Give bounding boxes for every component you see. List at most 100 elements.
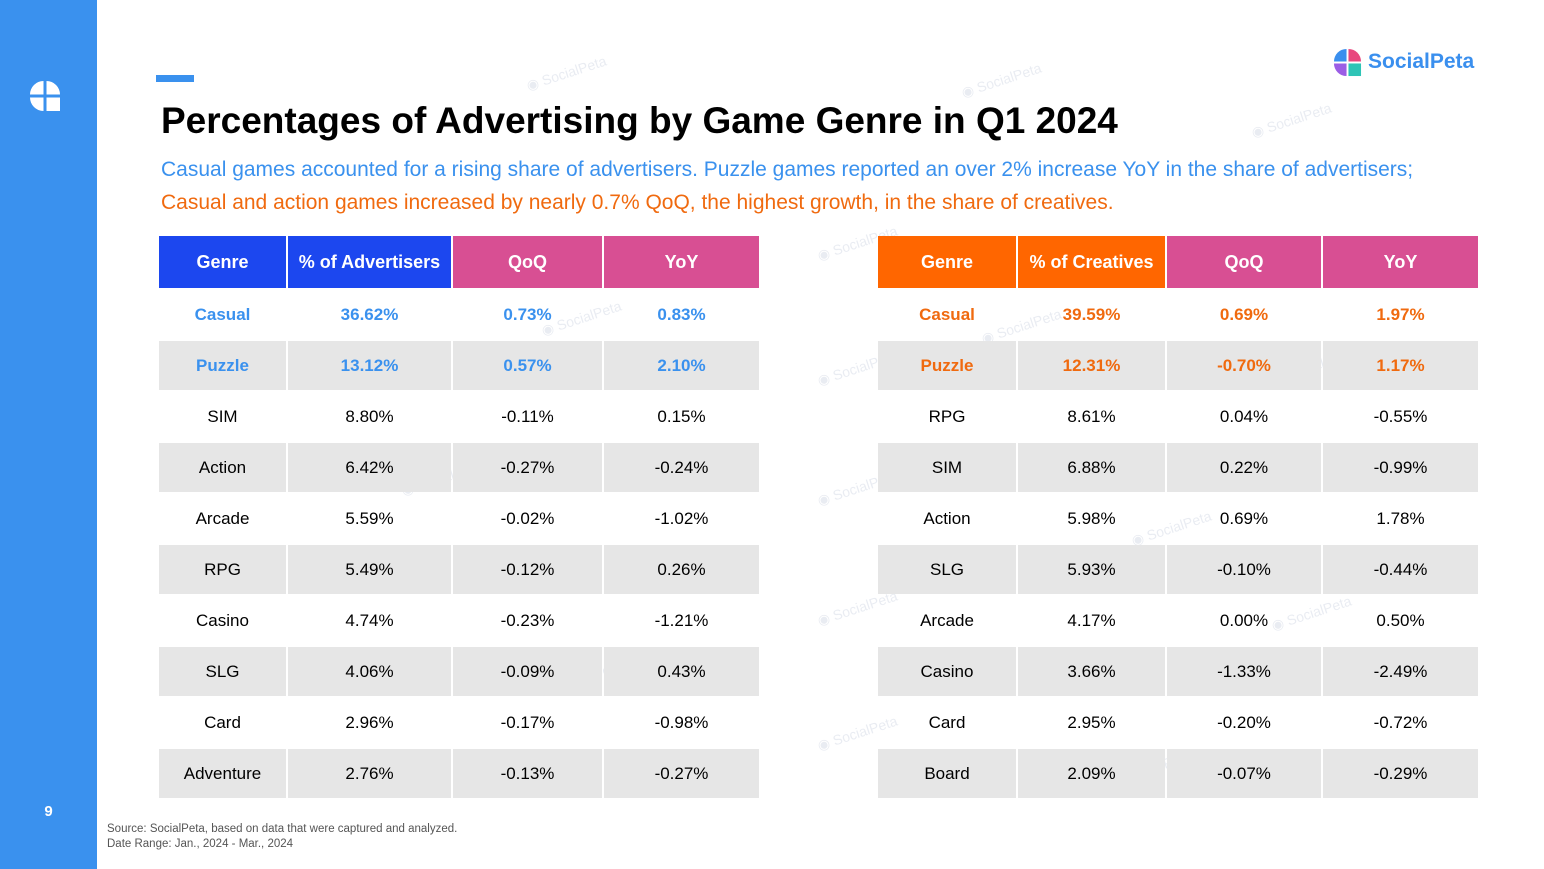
- watermark-icon: ◉ SocialPeta: [524, 52, 609, 94]
- qoq-cell: 0.69%: [1219, 508, 1269, 528]
- qoq-cell: -0.12%: [453, 545, 602, 594]
- advertisers-table: Genre % of Advertisers QoQ YoY Casual 36…: [157, 234, 761, 800]
- qoq-cell: -0.13%: [453, 749, 602, 798]
- share-cell: 5.93%: [1018, 545, 1165, 594]
- title-accent-bar: [156, 75, 194, 82]
- yoy-cell: 0.43%: [604, 647, 759, 696]
- genre-cell: Arcade: [920, 610, 974, 630]
- share-cell: 4.17%: [1067, 610, 1116, 630]
- genre-cell: Board: [878, 749, 1016, 798]
- qoq-cell: 0.22%: [1167, 443, 1321, 492]
- source-line: Source: SocialPeta, based on data that w…: [107, 823, 458, 835]
- yoy-cell: -0.72%: [1373, 712, 1428, 732]
- share-cell: 2.76%: [288, 749, 451, 798]
- creatives-table: Genre % of Creatives QoQ YoY Casual 39.5…: [876, 234, 1480, 800]
- column-header: % of Advertisers: [288, 236, 451, 288]
- genre-cell: Action: [159, 443, 286, 492]
- qoq-cell: -0.17%: [500, 712, 555, 732]
- table-row: Board 2.09% -0.07% -0.29%: [878, 749, 1478, 798]
- yoy-cell: -0.98%: [654, 712, 709, 732]
- share-cell: 2.96%: [345, 712, 394, 732]
- table-row: Arcade 5.59% -0.02% -1.02%: [159, 494, 759, 543]
- table-row: SLG 4.06% -0.09% 0.43%: [159, 647, 759, 696]
- qoq-cell: 0.04%: [1219, 406, 1269, 426]
- column-header: QoQ: [1167, 236, 1321, 288]
- yoy-cell: 1.78%: [1376, 508, 1425, 528]
- watermark-icon: ◉ SocialPeta: [959, 59, 1044, 101]
- table-row: Action 5.98% 0.69% 1.78%: [878, 494, 1478, 543]
- column-header: YoY: [1323, 236, 1478, 288]
- share-cell: 3.66%: [1018, 647, 1165, 696]
- yoy-cell: -0.29%: [1323, 749, 1478, 798]
- logo-icon: [30, 81, 60, 111]
- genre-cell: Arcade: [195, 508, 250, 528]
- table-row: Casual 39.59% 0.69% 1.97%: [878, 290, 1478, 339]
- yoy-cell: -1.02%: [654, 508, 709, 528]
- genre-cell: Casual: [194, 304, 251, 324]
- watermark-icon: ◉ SocialPeta: [1249, 99, 1334, 141]
- yoy-cell: -1.21%: [654, 610, 709, 630]
- genre-cell: Casual: [919, 304, 975, 324]
- brand-name: SocialPeta: [1368, 50, 1475, 73]
- page-number: 9: [44, 803, 53, 820]
- share-cell: 13.12%: [288, 341, 451, 390]
- genre-cell: Casino: [878, 647, 1016, 696]
- genre-cell: Adventure: [159, 749, 286, 798]
- share-cell: 5.59%: [345, 508, 394, 528]
- qoq-cell: 0.57%: [453, 341, 602, 390]
- yoy-cell: 1.97%: [1376, 304, 1425, 324]
- yoy-cell: -0.24%: [604, 443, 759, 492]
- yoy-cell: 0.26%: [604, 545, 759, 594]
- yoy-cell: -0.27%: [604, 749, 759, 798]
- page-title: Percentages of Advertising by Game Genre…: [161, 100, 1118, 141]
- table-row: Card 2.96% -0.17% -0.98%: [159, 698, 759, 747]
- table-row: SLG 5.93% -0.10% -0.44%: [878, 545, 1478, 594]
- table-header-row: Genre % of Advertisers QoQ YoY: [159, 236, 759, 288]
- qoq-cell: -0.09%: [453, 647, 602, 696]
- share-cell: 12.31%: [1018, 341, 1165, 390]
- subtitle-creatives: Casual and action games increased by nea…: [161, 191, 1114, 214]
- qoq-cell: -1.33%: [1167, 647, 1321, 696]
- column-header: Genre: [878, 236, 1016, 288]
- socialpeta-logo-icon: [1333, 48, 1362, 76]
- table-row: Puzzle 13.12% 0.57% 2.10%: [159, 341, 759, 390]
- qoq-cell: -0.11%: [501, 406, 554, 426]
- subtitle-advertisers: Casual games accounted for a rising shar…: [161, 158, 1414, 181]
- share-cell: 5.98%: [1067, 508, 1116, 528]
- genre-cell: SLG: [159, 647, 286, 696]
- column-header: YoY: [604, 236, 759, 288]
- column-header: Genre: [159, 236, 286, 288]
- table-row: Puzzle 12.31% -0.70% 1.17%: [878, 341, 1478, 390]
- date-range-line: Date Range: Jan., 2024 - Mar., 2024: [107, 838, 294, 850]
- share-cell: 6.42%: [288, 443, 451, 492]
- yoy-cell: 0.83%: [657, 304, 706, 324]
- share-cell: 5.49%: [288, 545, 451, 594]
- genre-cell: Card: [928, 712, 966, 732]
- yoy-cell: 0.15%: [657, 406, 706, 426]
- genre-cell: Action: [923, 508, 971, 528]
- qoq-cell: -0.20%: [1217, 712, 1271, 732]
- table-row: Card 2.95% -0.20% -0.72%: [878, 698, 1478, 747]
- brand-logo: SocialPeta: [1333, 47, 1474, 77]
- qoq-cell: -0.70%: [1167, 341, 1321, 390]
- table-row: SIM 8.80% -0.11% 0.15%: [159, 392, 759, 441]
- table-row: Action 6.42% -0.27% -0.24%: [159, 443, 759, 492]
- qoq-cell: -0.07%: [1167, 749, 1321, 798]
- yoy-cell: 0.50%: [1376, 610, 1425, 630]
- genre-cell: SIM: [207, 406, 238, 426]
- yoy-cell: -0.99%: [1323, 443, 1478, 492]
- table-row: SIM 6.88% 0.22% -0.99%: [878, 443, 1478, 492]
- share-cell: 39.59%: [1062, 304, 1121, 324]
- share-cell: 2.95%: [1067, 712, 1116, 732]
- table-header-row: Genre % of Creatives QoQ YoY: [878, 236, 1478, 288]
- qoq-cell: 0.69%: [1219, 304, 1269, 324]
- share-cell: 2.09%: [1018, 749, 1165, 798]
- yoy-cell: -0.44%: [1323, 545, 1478, 594]
- share-cell: 8.61%: [1067, 406, 1116, 426]
- genre-cell: SLG: [878, 545, 1016, 594]
- table-row: Adventure 2.76% -0.13% -0.27%: [159, 749, 759, 798]
- qoq-cell: 0.00%: [1219, 610, 1269, 630]
- genre-cell: Casino: [196, 610, 249, 630]
- genre-cell: Puzzle: [159, 341, 286, 390]
- qoq-cell: -0.02%: [500, 508, 555, 528]
